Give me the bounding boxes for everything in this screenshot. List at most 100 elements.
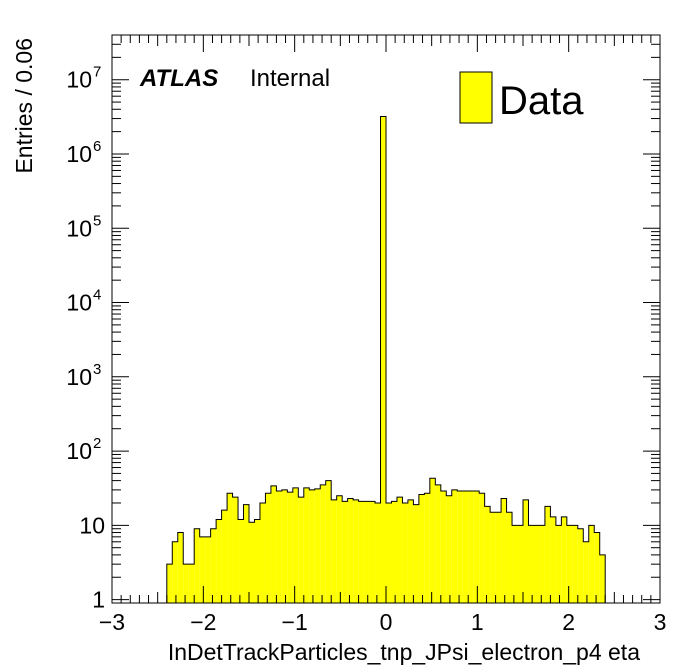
- y-tick-label: 10: [66, 67, 92, 93]
- histogram-outline: [166, 115, 606, 603]
- histogram-bar: [320, 484, 326, 603]
- histogram-bar: [517, 525, 523, 603]
- histogram-bar: [325, 480, 332, 603]
- histogram-bar: [490, 512, 496, 603]
- x-tick-label: 2: [562, 609, 575, 635]
- y-tick-label-exponent: 3: [93, 361, 101, 378]
- histogram-bar: [358, 501, 365, 603]
- y-tick-label: 10: [66, 438, 92, 464]
- y-tick-label: 10: [79, 512, 105, 538]
- histogram-bar: [539, 525, 545, 603]
- histogram-bar: [259, 502, 266, 603]
- histogram-bar: [183, 564, 189, 603]
- histogram-bar: [216, 519, 222, 603]
- histogram-bar: [364, 501, 370, 603]
- histogram-bar: [227, 493, 233, 603]
- histogram-bar: [462, 490, 469, 603]
- histogram-bar: [413, 504, 419, 603]
- histogram-bar: [177, 532, 184, 603]
- y-tick-label-exponent: 2: [93, 435, 101, 452]
- histogram-bar: [380, 116, 386, 604]
- y-tick-label-exponent: 5: [93, 212, 101, 229]
- histogram-bar: [599, 554, 606, 603]
- histogram-bar: [583, 541, 589, 603]
- x-axis-label: InDetTrackParticles_tnp_JPsi_electron_p4…: [168, 639, 640, 665]
- legend-swatch: [459, 71, 493, 124]
- atlas-label: ATLAS: [139, 65, 218, 92]
- plot-frame: [111, 34, 661, 604]
- histogram-bar: [451, 489, 458, 603]
- histogram-bar: [172, 541, 178, 603]
- histogram-bar: [440, 490, 447, 603]
- histogram-bar: [249, 522, 255, 603]
- x-tick-labels: −3 −2 −1 0 1 2 3: [99, 609, 667, 635]
- histogram-bar: [238, 519, 244, 603]
- histogram-bar: [533, 525, 540, 603]
- histogram-bar: [298, 497, 304, 603]
- histogram-bar: [468, 490, 474, 603]
- y-axis-label: Entries / 0.06: [11, 38, 37, 174]
- histogram-bar: [369, 501, 376, 603]
- histogram-bar: [391, 501, 397, 603]
- histogram-bar: [544, 506, 551, 603]
- histogram-bar: [309, 489, 315, 603]
- histogram-bar: [566, 525, 573, 603]
- histogram-bar: [495, 512, 502, 603]
- x-tick-label: −3: [99, 609, 125, 635]
- histogram-bar: [166, 564, 173, 603]
- histogram-bar: [479, 493, 485, 603]
- histogram-bar: [396, 497, 403, 603]
- histogram-bar: [303, 487, 310, 603]
- histogram-bar: [276, 490, 282, 603]
- histogram-bar: [424, 493, 430, 603]
- histogram-bar: [501, 498, 507, 603]
- histogram-bar: [287, 492, 293, 603]
- histogram-bar: [594, 532, 600, 603]
- histogram-bar: [550, 516, 556, 603]
- histogram-bar: [457, 490, 463, 603]
- histogram-bar: [572, 525, 578, 603]
- x-tick-label: 0: [380, 609, 393, 635]
- histogram-bar: [331, 499, 337, 603]
- histogram-bar: [407, 499, 414, 603]
- histogram-bar: [506, 512, 513, 603]
- histogram-bar: [210, 528, 217, 603]
- histogram-bar: [336, 495, 343, 603]
- histogram-bar: [243, 504, 249, 603]
- histogram-bar: [446, 495, 452, 603]
- histogram-bar: [512, 525, 518, 603]
- y-tick-label-exponent: 6: [93, 138, 101, 155]
- histogram-bars: [166, 115, 606, 604]
- histogram-bar: [281, 489, 288, 603]
- histogram-bar: [347, 498, 354, 603]
- x-tick-label: 1: [471, 609, 484, 635]
- y-tick-label-exponent: 4: [93, 287, 101, 304]
- axis-ticks: [111, 34, 661, 604]
- y-tick-label: 10: [66, 215, 92, 241]
- x-tick-label: −1: [282, 609, 308, 635]
- histogram-bar: [588, 525, 595, 603]
- histogram-bar: [342, 501, 348, 603]
- histogram-bar: [473, 490, 480, 603]
- histogram-bar: [435, 484, 441, 603]
- histogram-bar: [265, 493, 271, 603]
- histogram-bar: [254, 519, 260, 603]
- y-tick-label-exponent: 7: [93, 64, 101, 81]
- histogram-bar: [194, 528, 200, 603]
- y-tick-label: 10: [66, 364, 92, 390]
- histogram-bar: [523, 499, 529, 603]
- histogram-bar: [188, 564, 195, 603]
- histogram-bar: [402, 502, 408, 603]
- histogram-bar: [577, 528, 584, 603]
- histogram-bar: [292, 487, 299, 603]
- histogram-bar: [199, 536, 206, 603]
- histogram-bar: [232, 497, 239, 603]
- y-tick-label: 1: [92, 587, 105, 613]
- y-tick-label: 10: [66, 290, 92, 316]
- histogram-bar: [205, 536, 211, 603]
- y-tick-label: 10: [66, 141, 92, 167]
- histogram-bar: [386, 502, 392, 603]
- histogram-bar: [528, 525, 534, 603]
